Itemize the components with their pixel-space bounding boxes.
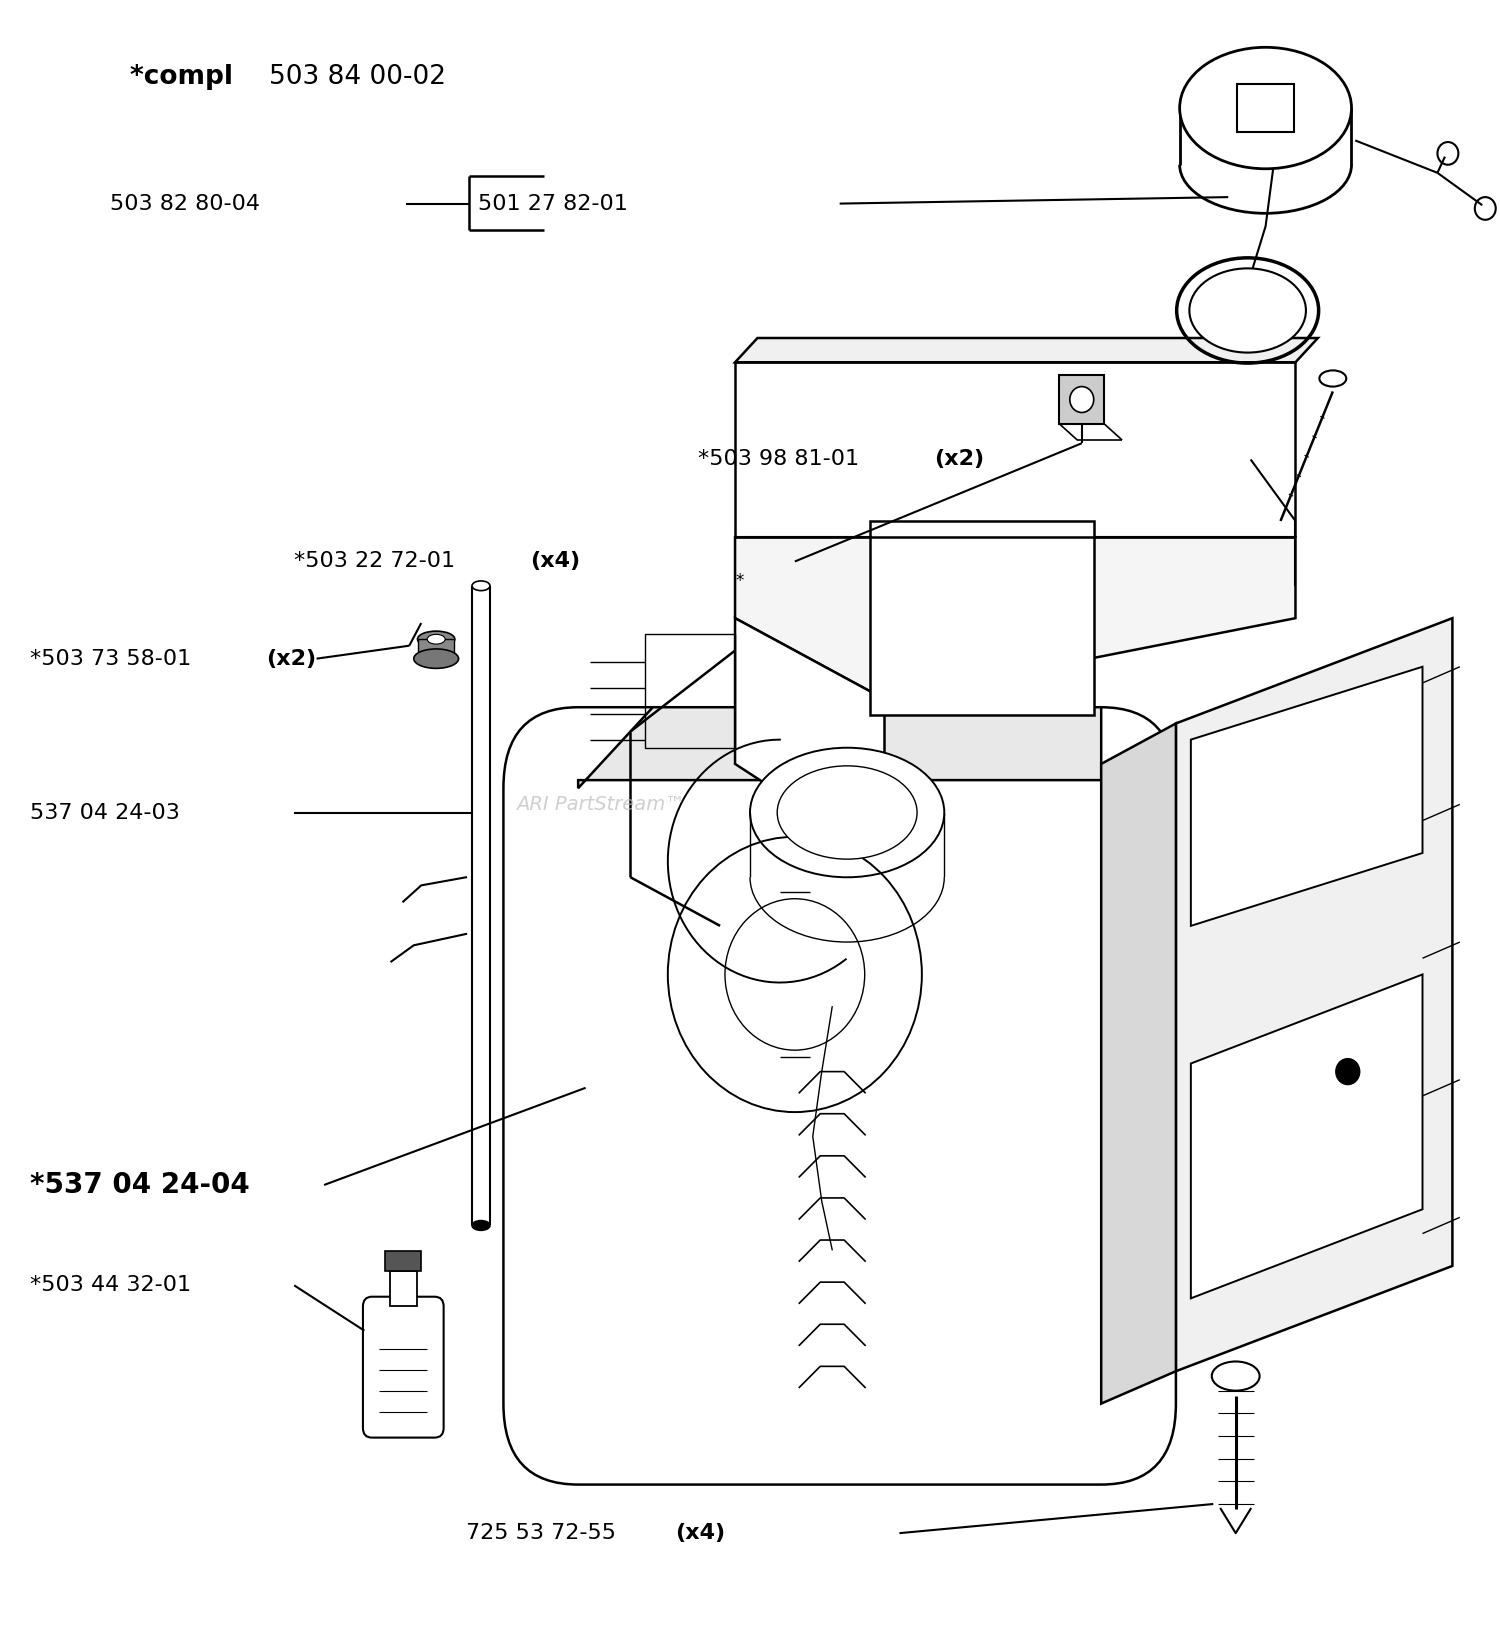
Bar bbox=[1059, 375, 1104, 424]
Polygon shape bbox=[735, 618, 885, 812]
Polygon shape bbox=[1101, 723, 1176, 1404]
Text: *503 73 58-01: *503 73 58-01 bbox=[30, 648, 198, 668]
Text: (x4): (x4) bbox=[675, 1523, 726, 1544]
Text: 501 27 82-01: 501 27 82-01 bbox=[478, 193, 628, 213]
Polygon shape bbox=[870, 522, 1094, 715]
Polygon shape bbox=[1191, 975, 1422, 1298]
FancyBboxPatch shape bbox=[363, 1297, 444, 1438]
Ellipse shape bbox=[1190, 268, 1306, 353]
Text: *: * bbox=[735, 572, 744, 590]
Text: 503 82 80-04: 503 82 80-04 bbox=[111, 193, 261, 213]
Text: *537 04 24-04: *537 04 24-04 bbox=[30, 1172, 249, 1199]
Ellipse shape bbox=[472, 580, 490, 590]
Text: (x4): (x4) bbox=[531, 551, 580, 572]
Polygon shape bbox=[578, 707, 1101, 788]
Text: (x2): (x2) bbox=[266, 648, 316, 668]
Ellipse shape bbox=[472, 1220, 490, 1230]
Text: 725 53 72-55: 725 53 72-55 bbox=[466, 1523, 622, 1544]
Text: 537 04 24-03: 537 04 24-03 bbox=[30, 803, 180, 822]
Text: *503 98 81-01: *503 98 81-01 bbox=[698, 450, 865, 470]
FancyBboxPatch shape bbox=[504, 707, 1176, 1485]
Text: *compl: *compl bbox=[130, 65, 242, 91]
Circle shape bbox=[1070, 387, 1094, 413]
Bar bbox=[472, 585, 490, 1225]
Bar bbox=[386, 1251, 422, 1271]
Ellipse shape bbox=[1320, 370, 1347, 387]
Ellipse shape bbox=[750, 748, 945, 878]
Text: ARI PartStream™: ARI PartStream™ bbox=[516, 795, 686, 814]
Polygon shape bbox=[735, 338, 1318, 362]
Text: *503 44 32-01: *503 44 32-01 bbox=[30, 1276, 190, 1295]
Ellipse shape bbox=[414, 648, 459, 668]
Bar bbox=[1238, 84, 1294, 132]
Ellipse shape bbox=[777, 765, 916, 860]
Ellipse shape bbox=[1212, 1362, 1260, 1391]
Text: 503 84 00-02: 503 84 00-02 bbox=[268, 65, 446, 91]
Bar bbox=[419, 639, 454, 658]
Bar bbox=[390, 1271, 417, 1306]
Text: (x2): (x2) bbox=[934, 450, 984, 470]
Ellipse shape bbox=[427, 634, 445, 644]
Polygon shape bbox=[1176, 618, 1452, 1372]
Ellipse shape bbox=[1179, 47, 1352, 169]
Text: *503 22 72-01: *503 22 72-01 bbox=[294, 551, 462, 572]
Polygon shape bbox=[1191, 666, 1422, 926]
Ellipse shape bbox=[417, 630, 454, 647]
Polygon shape bbox=[735, 538, 1296, 699]
Circle shape bbox=[1336, 1058, 1359, 1084]
